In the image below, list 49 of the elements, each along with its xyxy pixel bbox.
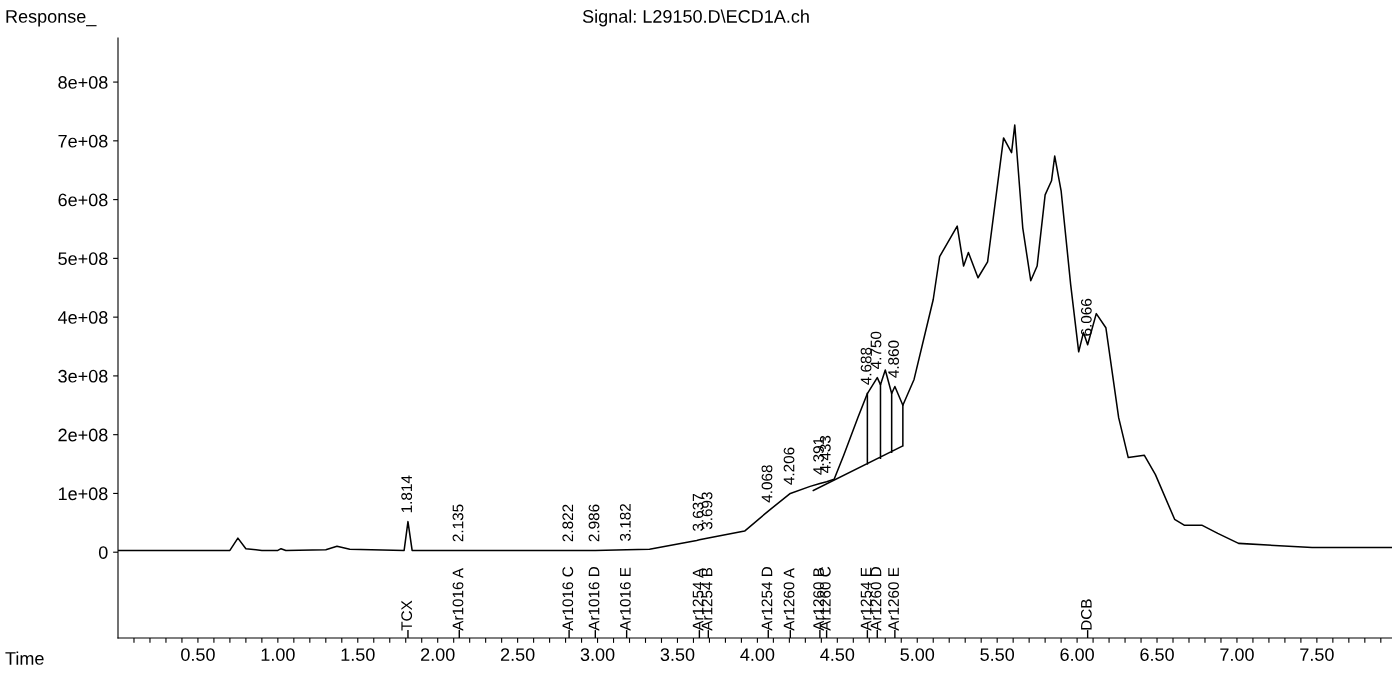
x-tick-label: 2.50 [500,648,535,661]
x-tick-label: 3.50 [660,648,695,661]
annotation: 4.688 [860,347,872,385]
y-tick-label: 7e+08 [58,134,108,148]
y-tick-label: 5e+08 [58,252,108,266]
y-tick-label: 6e+08 [58,193,108,207]
annotation: Ar1254 D [761,566,773,631]
annotation: 4.860 [888,340,899,378]
annotation: Ar1260 E [888,567,899,631]
x-tick-label: 2.00 [421,648,455,661]
x-tick-label: 1.50 [341,648,375,661]
annotation: Ar1016 C [562,566,574,631]
y-axis-title: Response_ [6,10,97,27]
annotation: Ar1016 D [588,566,600,631]
x-tick-label: 1.00 [261,648,295,661]
x-tick-label: 6.00 [1060,648,1094,661]
annotation: Ar1016 E [619,567,631,631]
annotation: 2.135 [452,504,464,542]
annotation: TCX [401,600,413,631]
annotation: Ar1016 A [452,567,464,631]
annotation: 1.814 [401,475,413,513]
x-tick-label: 4.00 [740,648,775,661]
x-axis-title: Time [5,651,44,665]
x-tick-label: 4.50 [820,648,855,661]
annotation: 3.182 [619,504,631,541]
annotation: Ar1260 D [870,566,882,631]
x-tick-label: 7.00 [1220,648,1254,661]
y-tick-label: 2e+08 [58,428,108,442]
x-tick-label: 5.00 [900,648,935,661]
y-tick-label: 8e+08 [58,76,108,89]
annotation: 4.750 [870,331,882,369]
y-tick-label: 1e+08 [58,487,108,501]
annotation: Ar1254 E [860,567,872,631]
x-tick-label: 5.50 [980,648,1015,661]
annotation: Ar1260 A [783,567,795,631]
annotation: 4.068 [761,465,773,503]
x-tick-label: 0.50 [181,648,215,661]
annotation: 2.986 [588,504,600,542]
chart-title: Signal: L29150.D\ECD1A.ch [582,9,809,27]
y-tick-label: 4e+08 [57,311,108,324]
annotation: 4.206 [783,447,795,485]
x-tick-label: 6.50 [1140,648,1174,661]
x-tick-label: 3.00 [580,648,615,661]
y-tick-label: 3e+08 [58,369,108,383]
annotation: 2.822 [562,504,574,542]
x-tick-label: 7.50 [1300,648,1334,661]
annotation: DCB [1080,599,1092,630]
annotation: 6.066 [1080,298,1092,336]
y-tick-label: 0 [98,546,108,559]
